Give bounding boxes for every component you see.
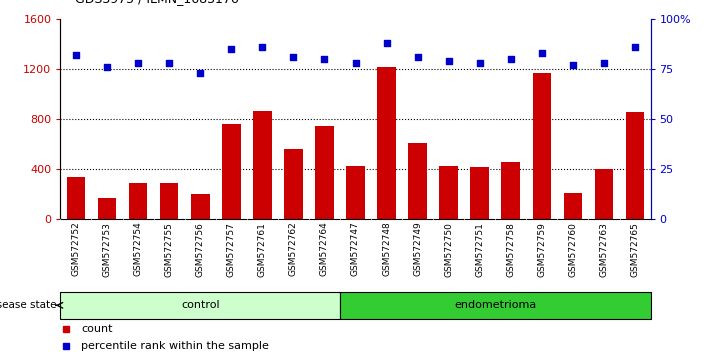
Bar — [594, 169, 614, 219]
Bar — [533, 73, 551, 219]
Text: GDS3975 / ILMN_1683176: GDS3975 / ILMN_1683176 — [75, 0, 238, 5]
Point — [164, 61, 175, 66]
Text: count: count — [81, 324, 112, 333]
Text: percentile rank within the sample: percentile rank within the sample — [81, 341, 269, 351]
Text: GSM572754: GSM572754 — [134, 222, 143, 276]
Text: GSM572753: GSM572753 — [102, 222, 112, 276]
Bar — [67, 177, 85, 219]
Text: GSM572759: GSM572759 — [538, 222, 546, 276]
Point — [257, 45, 268, 50]
Point — [381, 41, 392, 46]
Point — [598, 61, 609, 66]
Bar — [471, 167, 489, 219]
Text: GSM572749: GSM572749 — [413, 222, 422, 276]
Point — [629, 45, 641, 50]
Point — [319, 57, 330, 62]
Bar — [191, 194, 210, 219]
Text: GSM572757: GSM572757 — [227, 222, 236, 276]
Point — [443, 59, 454, 64]
Bar — [378, 67, 396, 219]
Point — [70, 53, 82, 58]
Bar — [564, 193, 582, 219]
Text: GSM572748: GSM572748 — [382, 222, 391, 276]
Text: GSM572761: GSM572761 — [258, 222, 267, 276]
Text: endometrioma: endometrioma — [454, 300, 536, 310]
Point — [412, 55, 423, 60]
Point — [505, 57, 516, 62]
Bar — [129, 183, 147, 219]
Bar — [315, 126, 333, 219]
Text: GSM572750: GSM572750 — [444, 222, 453, 276]
Point — [567, 63, 579, 68]
Bar — [97, 198, 117, 219]
Text: GSM572756: GSM572756 — [196, 222, 205, 276]
Point — [350, 61, 361, 66]
Text: GSM572762: GSM572762 — [289, 222, 298, 276]
Point — [474, 61, 486, 66]
Text: control: control — [181, 300, 220, 310]
Point — [132, 61, 144, 66]
Point — [195, 71, 206, 76]
Bar — [60, 292, 340, 319]
Bar — [222, 125, 240, 219]
Bar — [340, 292, 651, 319]
Text: GSM572765: GSM572765 — [631, 222, 639, 276]
Text: GSM572758: GSM572758 — [506, 222, 515, 276]
Bar — [284, 149, 303, 219]
Point — [288, 55, 299, 60]
Text: GSM572747: GSM572747 — [351, 222, 360, 276]
Bar — [501, 162, 520, 219]
Point — [225, 47, 237, 52]
Point — [102, 65, 113, 70]
Bar — [626, 112, 644, 219]
Bar — [408, 143, 427, 219]
Text: GSM572763: GSM572763 — [599, 222, 609, 276]
Text: GSM572751: GSM572751 — [475, 222, 484, 276]
Bar — [253, 111, 272, 219]
Text: GSM572760: GSM572760 — [568, 222, 577, 276]
Text: GSM572764: GSM572764 — [320, 222, 329, 276]
Text: GSM572755: GSM572755 — [165, 222, 173, 276]
Text: disease state: disease state — [0, 300, 57, 310]
Text: GSM572752: GSM572752 — [72, 222, 80, 276]
Bar — [439, 166, 458, 219]
Bar — [346, 166, 365, 219]
Point — [536, 51, 547, 56]
Bar — [160, 183, 178, 219]
